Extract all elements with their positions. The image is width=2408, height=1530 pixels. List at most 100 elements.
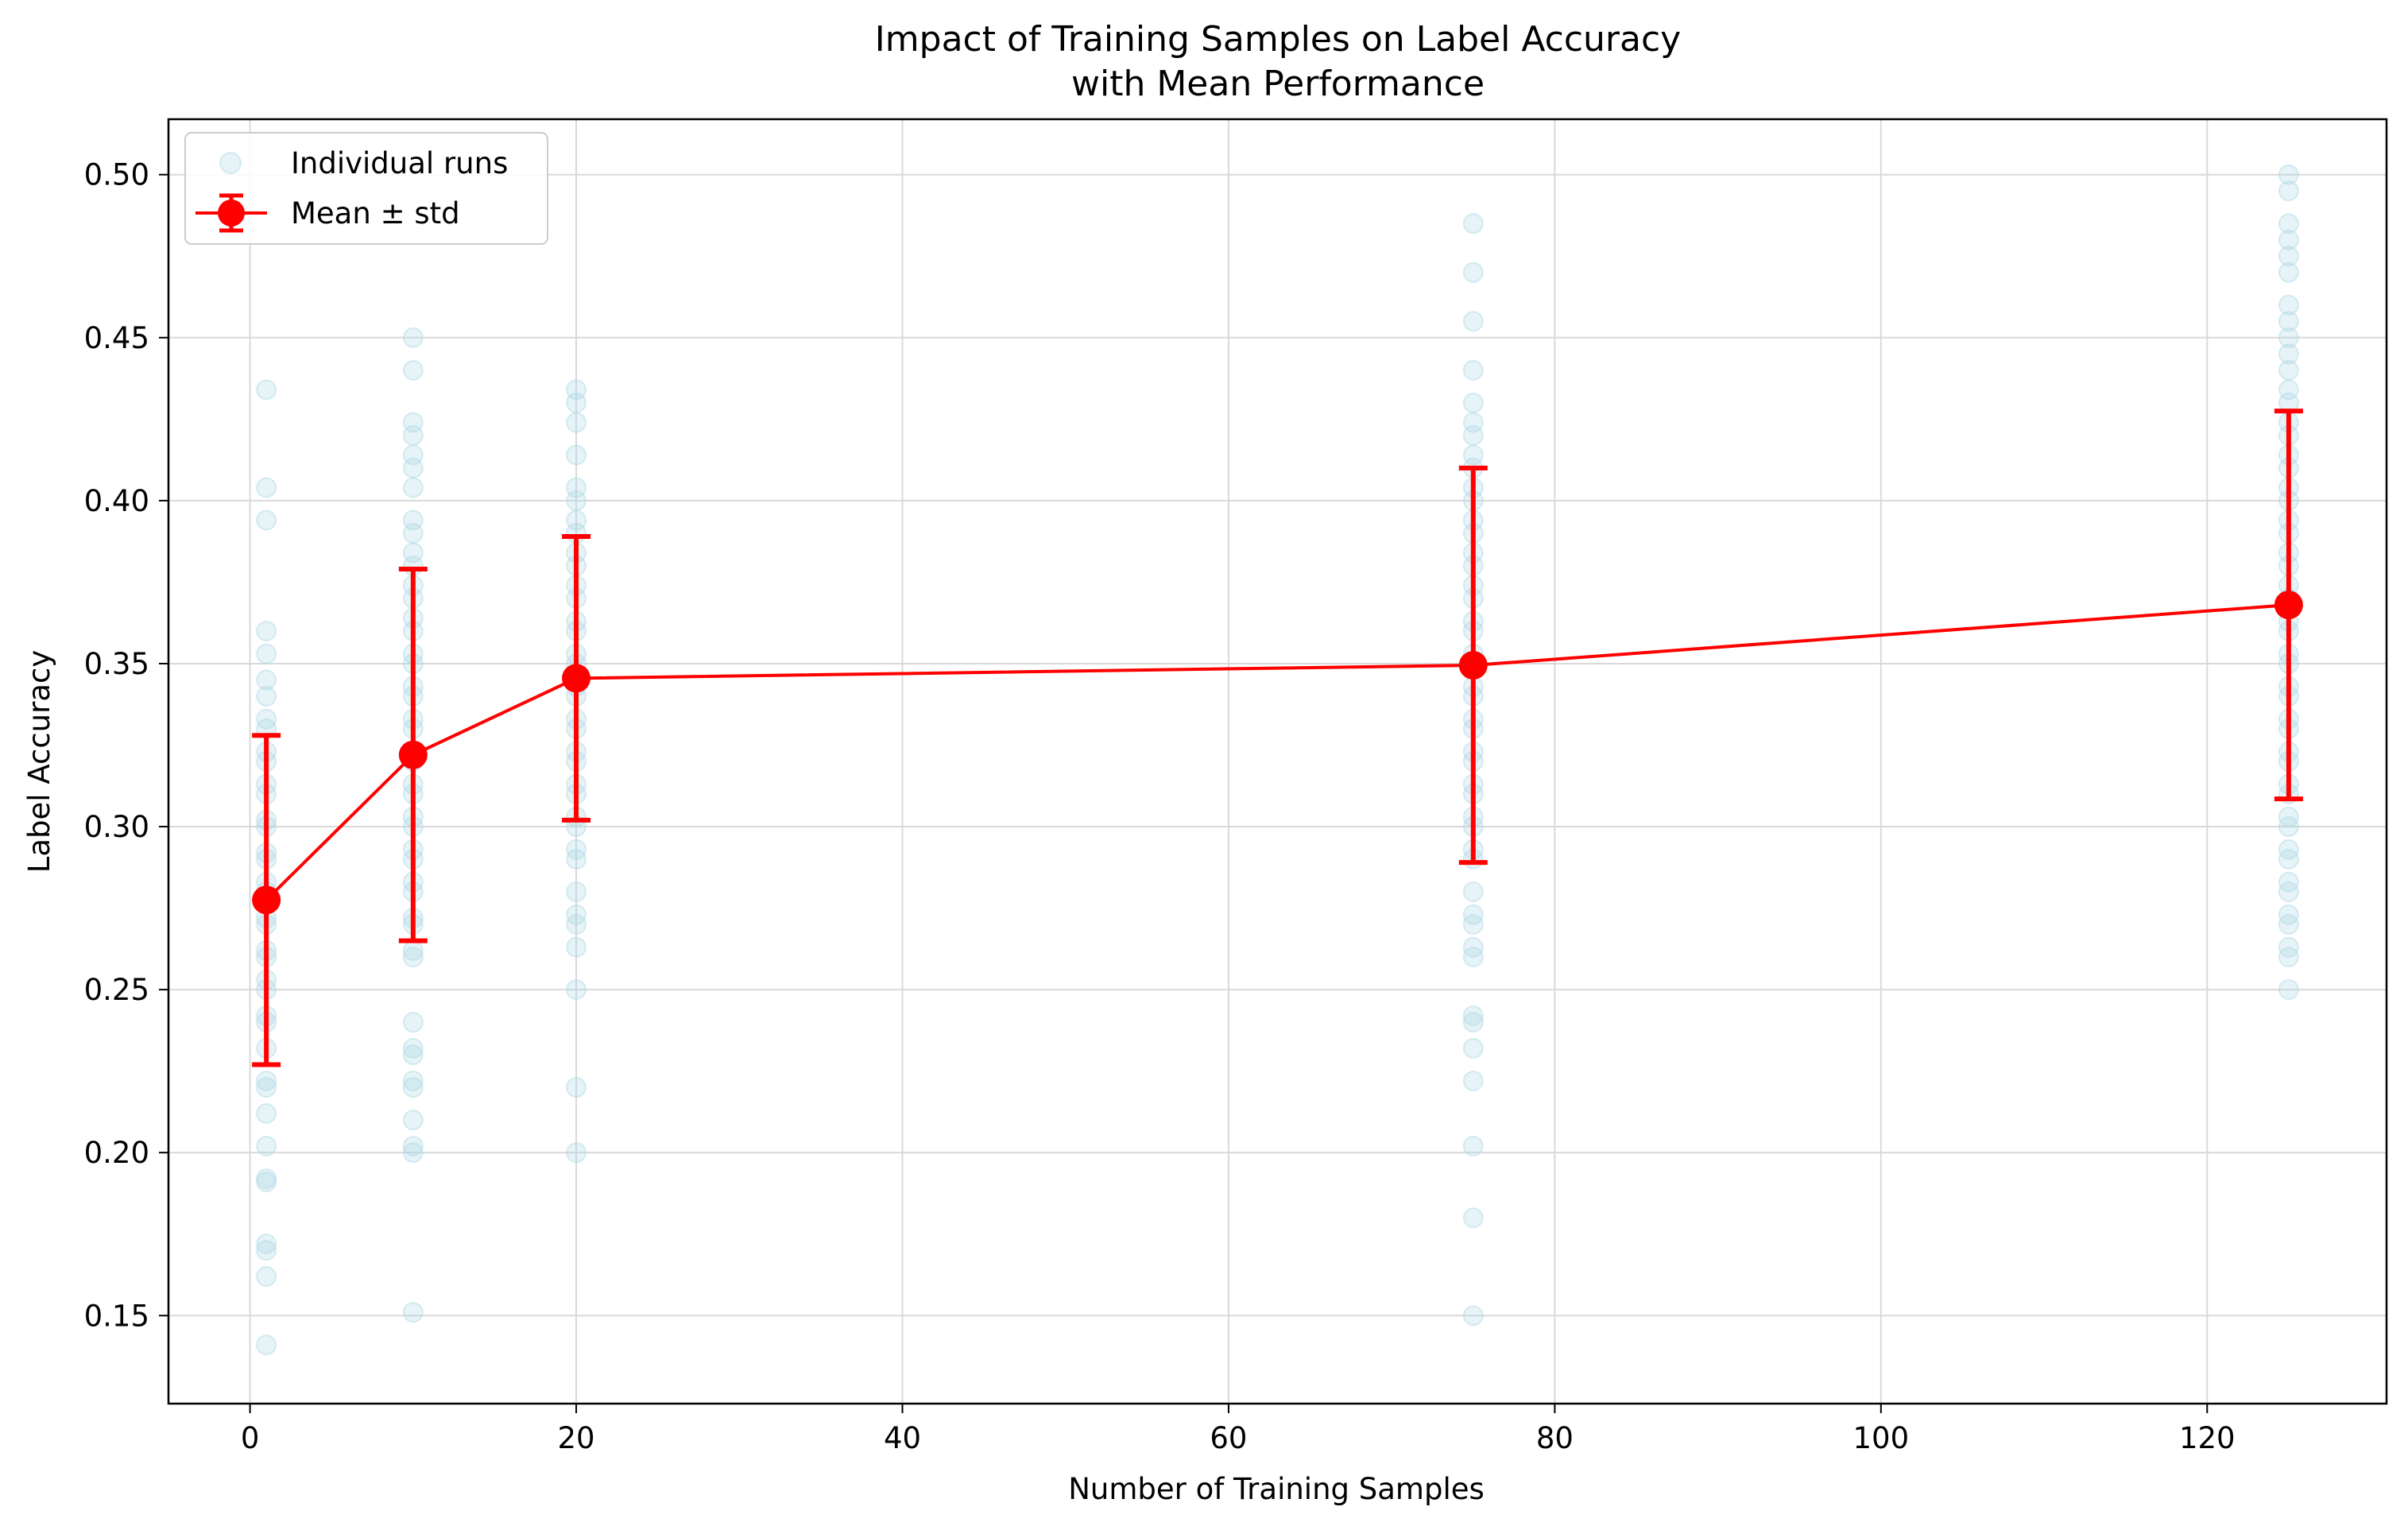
legend-marker-mean xyxy=(218,199,245,227)
x-tick-label: 0 xyxy=(241,1421,260,1455)
individual-run-point xyxy=(1462,1207,1484,1229)
y-tick-label: 0.35 xyxy=(84,647,149,681)
legend: Individual runs Mean ± std xyxy=(184,132,548,245)
y-tick-label: 0.30 xyxy=(84,810,149,844)
individual-run-point xyxy=(2278,343,2299,365)
individual-run-point xyxy=(1462,392,1484,413)
individual-run-point xyxy=(256,1102,277,1124)
x-tick-label: 60 xyxy=(1210,1421,1247,1455)
grid xyxy=(168,119,2387,1404)
individual-run-point xyxy=(402,1110,424,1131)
individual-run-point xyxy=(256,1077,277,1098)
individual-run-point xyxy=(256,1266,277,1288)
individual-run-point xyxy=(256,379,277,401)
individual-run-point xyxy=(2278,359,2299,381)
individual-run-point xyxy=(566,444,587,466)
individual-run-point xyxy=(2278,914,2299,935)
individual-run-point xyxy=(2278,229,2299,250)
individual-run-point xyxy=(256,1172,277,1193)
individual-run-point xyxy=(2278,849,2299,870)
individual-run-point xyxy=(2278,294,2299,316)
mean-point xyxy=(2274,591,2303,620)
individual-run-point xyxy=(1462,359,1484,381)
individual-run-point xyxy=(2278,904,2299,925)
y-tick-label: 0.45 xyxy=(84,321,149,355)
individual-run-point xyxy=(1462,412,1484,433)
individual-run-point xyxy=(402,1142,424,1164)
individual-run-point xyxy=(256,685,277,707)
individual-run-point xyxy=(402,542,424,564)
individual-run-point xyxy=(256,669,277,691)
individual-run-point xyxy=(2278,379,2299,401)
mean-series xyxy=(252,409,2303,1067)
individual-run-point xyxy=(1462,947,1484,968)
mean-point xyxy=(398,740,428,769)
individual-run-point xyxy=(256,620,277,641)
individual-run-point xyxy=(402,424,424,446)
individual-run-point xyxy=(566,849,587,870)
individual-run-point xyxy=(402,477,424,498)
individual-run-point xyxy=(2278,261,2299,283)
individual-run-point xyxy=(402,444,424,466)
individual-run-point xyxy=(566,509,587,531)
individual-run-point xyxy=(402,939,424,961)
ticks: 0 20 40 60 80 100 120 0.15 0.20 0.25 0.30 0.35 0.40 0… xyxy=(84,158,2236,1455)
individual-run-point xyxy=(566,490,587,511)
individual-run-point xyxy=(402,947,424,968)
x-tick-label: 20 xyxy=(558,1421,595,1455)
individual-run-point xyxy=(1462,1070,1484,1091)
x-tick-label: 120 xyxy=(2179,1421,2236,1455)
individual-run-point xyxy=(256,477,277,498)
axes xyxy=(167,118,2388,1405)
individual-run-point xyxy=(566,881,587,903)
individual-run-point xyxy=(1462,1135,1484,1156)
individual-run-point xyxy=(256,1168,277,1189)
individual-run-point xyxy=(256,1070,277,1091)
individual-run-point xyxy=(256,1334,277,1356)
individual-run-point xyxy=(402,359,424,381)
individual-run-point xyxy=(402,1044,424,1066)
individual-run-point xyxy=(2278,180,2299,202)
plot-frame xyxy=(167,118,2388,1405)
individual-run-point xyxy=(566,904,587,925)
legend-marker-individual-runs xyxy=(219,152,242,174)
individual-run-point xyxy=(256,1240,277,1261)
y-tick-label: 0.40 xyxy=(84,484,149,518)
mean-point xyxy=(1458,651,1488,680)
y-tick-label: 0.20 xyxy=(84,1136,149,1170)
x-axis-label: Number of Training Samples xyxy=(1068,1472,1485,1506)
x-tick-label: 100 xyxy=(1853,1421,1910,1455)
individual-run-point xyxy=(1462,213,1484,234)
individual-run-point xyxy=(2278,947,2299,968)
legend-label-mean: Mean ± std xyxy=(291,196,460,230)
individual-run-point xyxy=(566,412,587,433)
individual-run-point xyxy=(402,1302,424,1323)
individual-run-point xyxy=(2278,327,2299,348)
individual-run-point xyxy=(256,1234,277,1255)
individual-run-point xyxy=(566,392,587,413)
individual-run-point xyxy=(566,979,587,1001)
individual-run-point xyxy=(1462,1012,1484,1033)
individual-run-point xyxy=(566,1077,587,1098)
chart-subtitle: with Mean Performance xyxy=(1071,64,1485,104)
individual-run-point xyxy=(402,457,424,478)
y-tick-label: 0.25 xyxy=(84,973,149,1007)
individual-run-point xyxy=(2278,246,2299,267)
individual-run-point xyxy=(2278,164,2299,185)
individual-run-point xyxy=(402,1135,424,1156)
individual-run-point xyxy=(402,1070,424,1091)
individual-run-point xyxy=(2278,936,2299,958)
individual-run-point xyxy=(1462,1005,1484,1026)
individual-run-point xyxy=(1462,444,1484,466)
individual-run-point xyxy=(402,509,424,531)
individual-run-point xyxy=(1462,311,1484,332)
mean-point xyxy=(562,664,591,693)
chart-title: Impact of Training Samples on Label Accu… xyxy=(875,19,1681,60)
y-tick-label: 0.15 xyxy=(84,1299,149,1333)
individual-run-point xyxy=(2278,871,2299,893)
individual-run-point xyxy=(1462,261,1484,283)
individual-run-point xyxy=(566,839,587,860)
individual-run-point xyxy=(1462,881,1484,903)
